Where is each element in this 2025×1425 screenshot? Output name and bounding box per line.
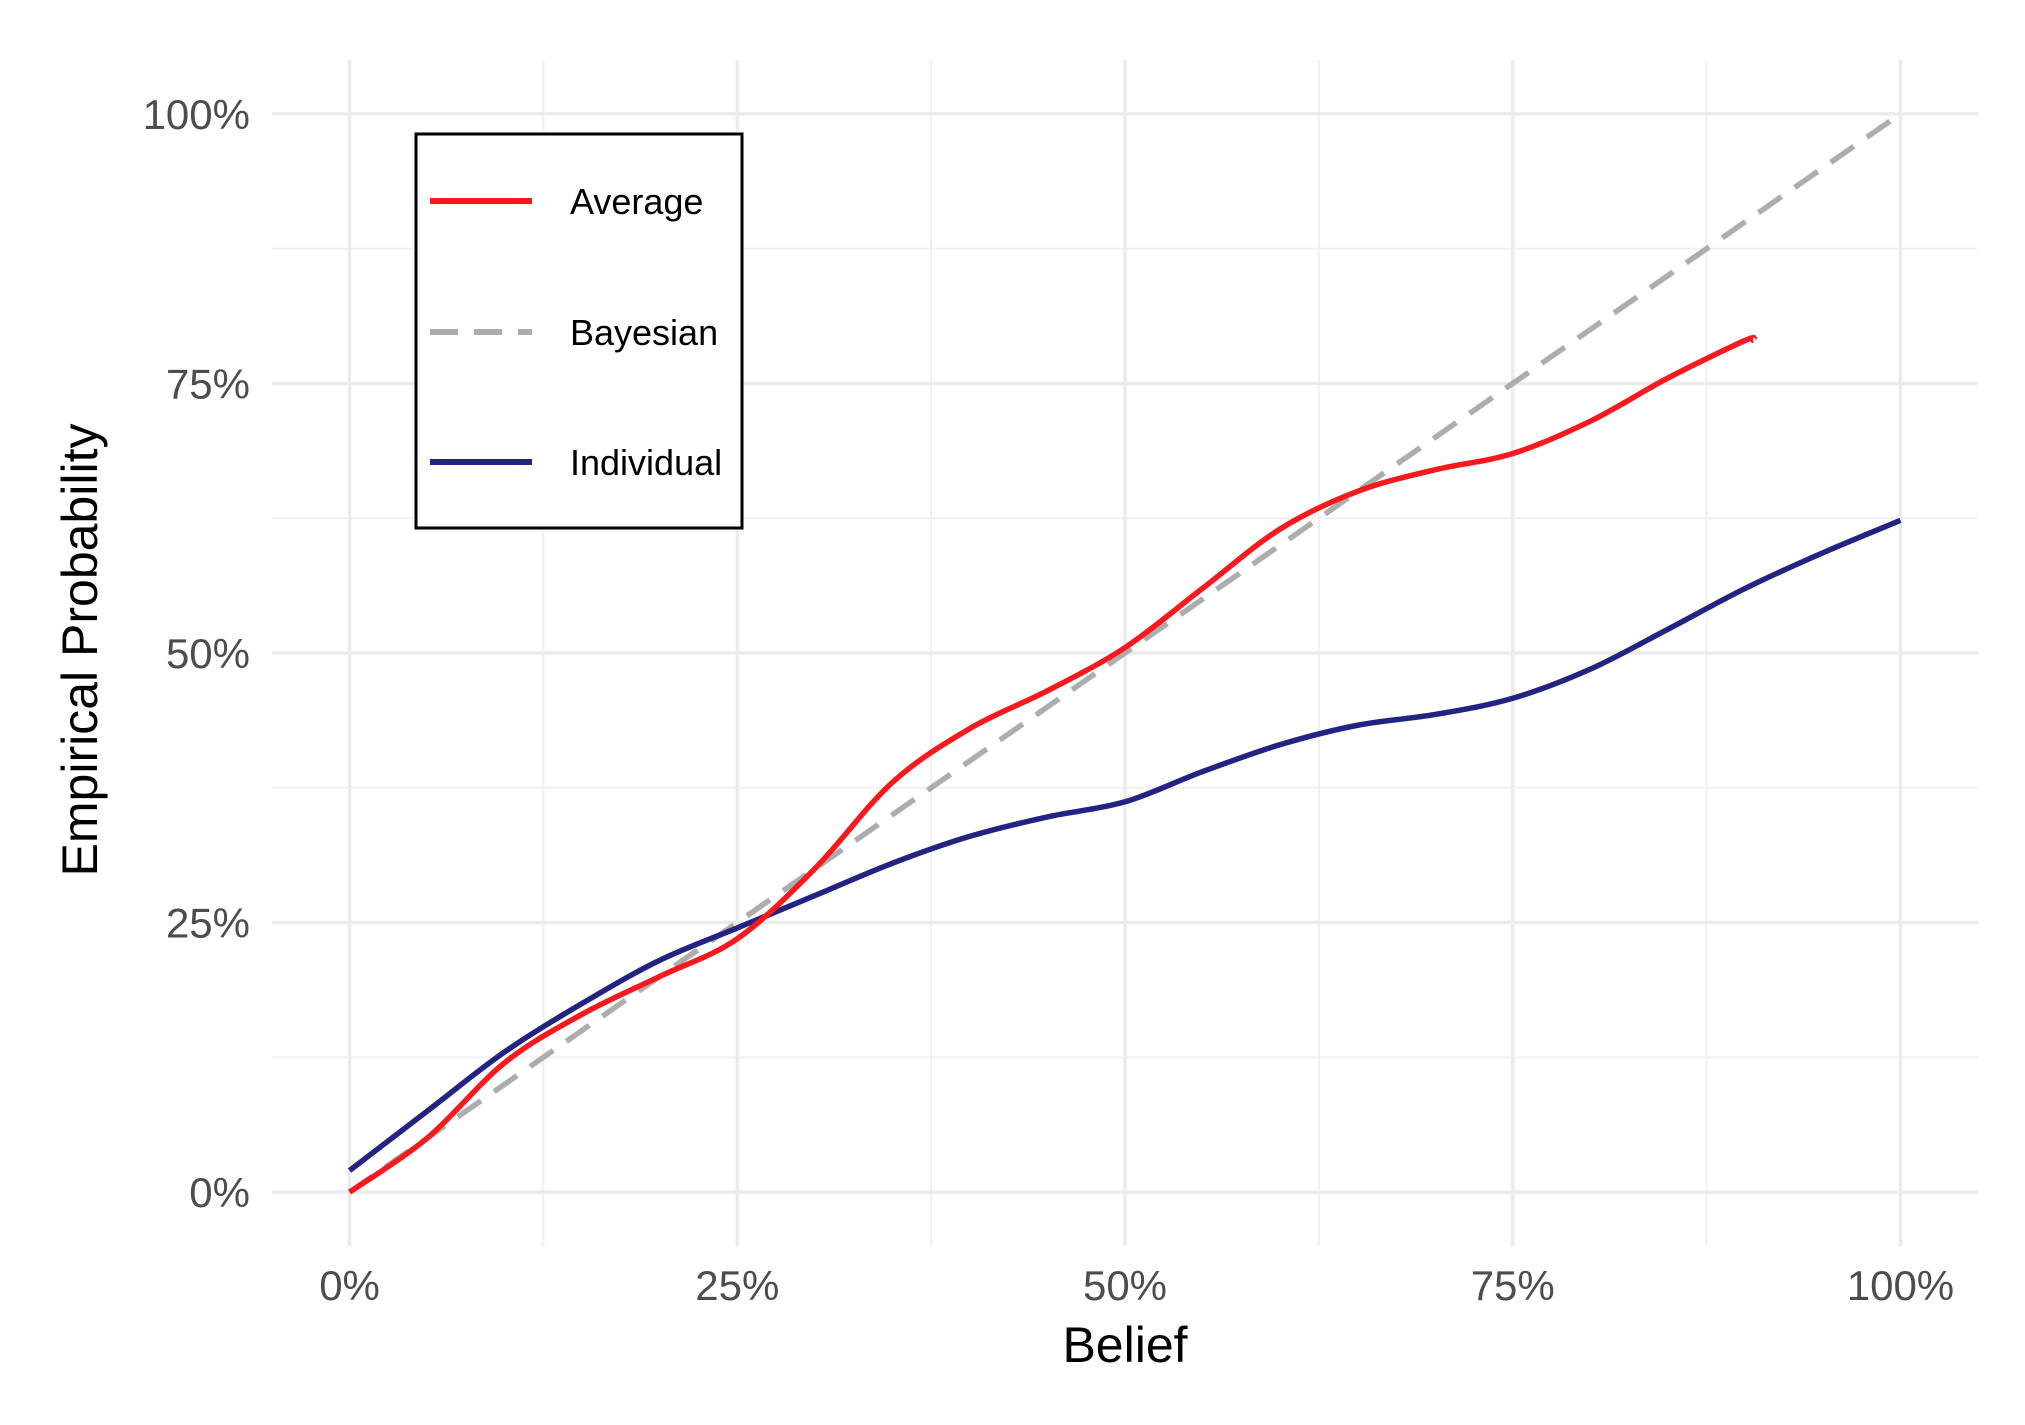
legend-label-bayesian: Bayesian bbox=[570, 312, 718, 353]
y-tick-label-3: 75% bbox=[166, 360, 250, 407]
y-tick-label-1: 25% bbox=[166, 900, 250, 947]
y-tick-label-0: 0% bbox=[189, 1169, 250, 1216]
series-line-average bbox=[347, 334, 1757, 1195]
series-line-individual bbox=[347, 517, 1902, 1173]
x-axis-ticks: 0% 25% 50% 75% 100% bbox=[319, 1262, 1954, 1309]
x-axis-title: Belief bbox=[1062, 1317, 1187, 1373]
y-tick-label-2: 50% bbox=[166, 630, 250, 677]
grid-lines bbox=[272, 60, 1978, 1246]
legend: Average Bayesian Individual bbox=[414, 132, 744, 530]
x-tick-label-3: 75% bbox=[1471, 1262, 1555, 1309]
x-tick-label-0: 0% bbox=[319, 1262, 380, 1309]
y-axis-ticks: 0% 25% 50% 75% 100% bbox=[143, 91, 250, 1216]
y-axis-title: Empirical Probability bbox=[52, 424, 108, 877]
legend-label-individual: Individual bbox=[570, 442, 722, 483]
x-tick-label-1: 25% bbox=[695, 1262, 779, 1309]
legend-label-average: Average bbox=[570, 181, 703, 222]
x-tick-label-2: 50% bbox=[1083, 1262, 1167, 1309]
x-tick-label-4: 100% bbox=[1847, 1262, 1954, 1309]
y-tick-label-4: 100% bbox=[143, 91, 250, 138]
series-line-bayesian bbox=[347, 111, 1903, 1195]
series-layer bbox=[347, 111, 1903, 1195]
